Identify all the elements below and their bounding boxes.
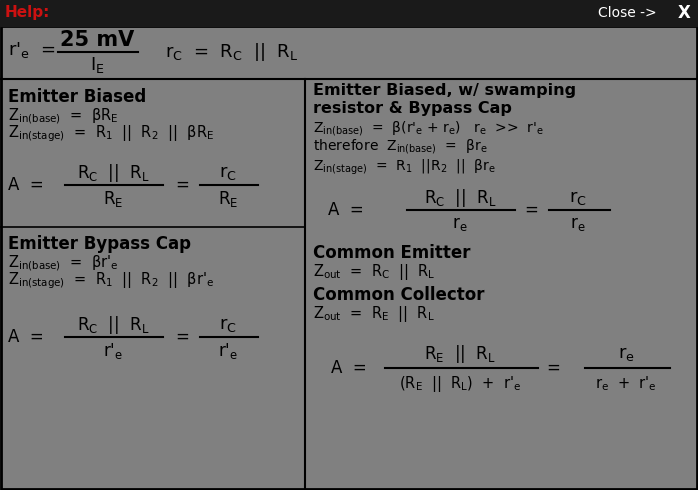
Text: R$_\mathregular{C}$  ||  R$_\mathregular{L}$: R$_\mathregular{C}$ || R$_\mathregular{L… [77, 314, 149, 336]
Text: R$_\mathregular{E}$: R$_\mathregular{E}$ [103, 189, 123, 209]
Text: A  =: A = [8, 328, 44, 346]
Text: Z$_\mathregular{out}$  =  R$_\mathregular{C}$  ||  R$_\mathregular{L}$: Z$_\mathregular{out}$ = R$_\mathregular{… [313, 262, 436, 282]
Text: A  =: A = [331, 359, 366, 377]
Text: R$_\mathregular{E}$: R$_\mathregular{E}$ [218, 189, 238, 209]
Text: R$_\mathregular{C}$  ||  R$_\mathregular{L}$: R$_\mathregular{C}$ || R$_\mathregular{L… [424, 187, 496, 209]
Text: Common Collector: Common Collector [313, 286, 484, 304]
Text: Z$_\mathregular{in(base)}$  =  βR$_\mathregular{E}$: Z$_\mathregular{in(base)}$ = βR$_\mathre… [8, 106, 119, 126]
Text: r'$_\mathregular{e}$  =: r'$_\mathregular{e}$ = [8, 40, 55, 60]
Text: r$_\mathregular{e}$  +  r'$_\mathregular{e}$: r$_\mathregular{e}$ + r'$_\mathregular{e… [595, 375, 657, 393]
Text: r$_\mathregular{C}$: r$_\mathregular{C}$ [219, 164, 237, 182]
Text: Z$_\mathregular{out}$  =  R$_\mathregular{E}$  ||  R$_\mathregular{L}$: Z$_\mathregular{out}$ = R$_\mathregular{… [313, 304, 435, 324]
Text: =: = [524, 201, 538, 219]
Text: =: = [175, 328, 189, 346]
Text: Help:: Help: [5, 5, 50, 21]
Text: Z$_\mathregular{in(base)}$  =  βr'$_\mathregular{e}$: Z$_\mathregular{in(base)}$ = βr'$_\mathr… [8, 253, 119, 273]
Text: Emitter Bypass Cap: Emitter Bypass Cap [8, 235, 191, 253]
Text: Emitter Biased, w/ swamping: Emitter Biased, w/ swamping [313, 83, 576, 98]
Text: 25 mV: 25 mV [60, 30, 134, 50]
Text: r$_\mathregular{e}$: r$_\mathregular{e}$ [570, 215, 586, 233]
Text: R$_\mathregular{C}$  ||  R$_\mathregular{L}$: R$_\mathregular{C}$ || R$_\mathregular{L… [77, 162, 149, 184]
Text: Z$_\mathregular{in(stage)}$  =  R$_1$  ||R$_2$  ||  βr$_\mathregular{e}$: Z$_\mathregular{in(stage)}$ = R$_1$ ||R$… [313, 157, 496, 177]
Text: Z$_\mathregular{in(stage)}$  =  R$_1$  ||  R$_2$  ||  βr'$_\mathregular{e}$: Z$_\mathregular{in(stage)}$ = R$_1$ || R… [8, 270, 214, 291]
Bar [0, 0, 698, 26]
Text: Emitter Biased: Emitter Biased [8, 88, 147, 106]
Text: r'$_\mathregular{e}$: r'$_\mathregular{e}$ [218, 341, 238, 361]
Text: X: X [678, 4, 690, 22]
Text: r$_\mathregular{C}$  =  R$_\mathregular{C}$  ||  R$_\mathregular{L}$: r$_\mathregular{C}$ = R$_\mathregular{C}… [165, 41, 299, 63]
Text: Close ->: Close -> [598, 6, 657, 20]
Text: r$_\mathregular{e}$: r$_\mathregular{e}$ [452, 215, 468, 233]
Text: r$_\mathregular{C}$: r$_\mathregular{C}$ [569, 189, 587, 207]
Text: I$_\mathregular{E}$: I$_\mathregular{E}$ [90, 55, 104, 75]
Text: resistor & Bypass Cap: resistor & Bypass Cap [313, 100, 512, 116]
Text: R$_\mathregular{E}$  ||  R$_\mathregular{L}$: R$_\mathregular{E}$ || R$_\mathregular{L… [424, 343, 496, 365]
Text: therefore  Z$_\mathregular{in(base)}$  =  βr$_\mathregular{e}$: therefore Z$_\mathregular{in(base)}$ = β… [313, 137, 487, 155]
Text: r'$_\mathregular{e}$: r'$_\mathregular{e}$ [103, 341, 123, 361]
Text: r$_\mathregular{C}$: r$_\mathregular{C}$ [219, 316, 237, 334]
Text: r$_\mathregular{e}$: r$_\mathregular{e}$ [618, 345, 634, 363]
Text: A  =: A = [8, 176, 44, 194]
Bar [672, 1, 697, 25]
Text: Common Emitter: Common Emitter [313, 244, 470, 262]
Text: =: = [175, 176, 189, 194]
Text: (R$_\mathregular{E}$  ||  R$_\mathregular{L}$)  +  r'$_\mathregular{e}$: (R$_\mathregular{E}$ || R$_\mathregular{… [399, 374, 521, 394]
Text: A  =: A = [328, 201, 364, 219]
Text: =: = [546, 359, 560, 377]
Text: Z$_\mathregular{in(stage)}$  =  R$_1$  ||  R$_2$  ||  βR$_\mathregular{E}$: Z$_\mathregular{in(stage)}$ = R$_1$ || R… [8, 123, 214, 144]
Text: Z$_\mathregular{in(base)}$  =  β(r'$_\mathregular{e}$ + r$_\mathregular{e}$)   r: Z$_\mathregular{in(base)}$ = β(r'$_\math… [313, 119, 544, 138]
